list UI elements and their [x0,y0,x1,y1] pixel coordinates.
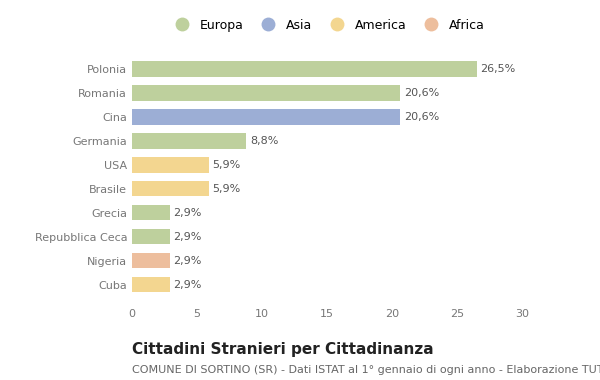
Bar [132,61,476,76]
Bar [132,157,209,173]
Bar [132,85,400,101]
Text: 26,5%: 26,5% [481,64,515,74]
Bar [132,205,170,220]
Text: COMUNE DI SORTINO (SR) - Dati ISTAT al 1° gennaio di ogni anno - Elaborazione TU: COMUNE DI SORTINO (SR) - Dati ISTAT al 1… [132,365,600,375]
Legend: Europa, Asia, America, Africa: Europa, Asia, America, Africa [166,15,488,35]
Text: 2,9%: 2,9% [173,280,202,290]
Bar [132,109,400,125]
Text: 20,6%: 20,6% [404,112,439,122]
Bar [132,253,170,268]
Text: 8,8%: 8,8% [250,136,278,146]
Bar [132,133,247,149]
Text: 2,9%: 2,9% [173,208,202,218]
Text: 5,9%: 5,9% [212,160,241,170]
Text: Cittadini Stranieri per Cittadinanza: Cittadini Stranieri per Cittadinanza [132,342,434,357]
Text: 5,9%: 5,9% [212,184,241,194]
Bar [132,181,209,196]
Bar [132,277,170,293]
Text: 2,9%: 2,9% [173,232,202,242]
Text: 2,9%: 2,9% [173,256,202,266]
Text: 20,6%: 20,6% [404,88,439,98]
Bar [132,229,170,244]
